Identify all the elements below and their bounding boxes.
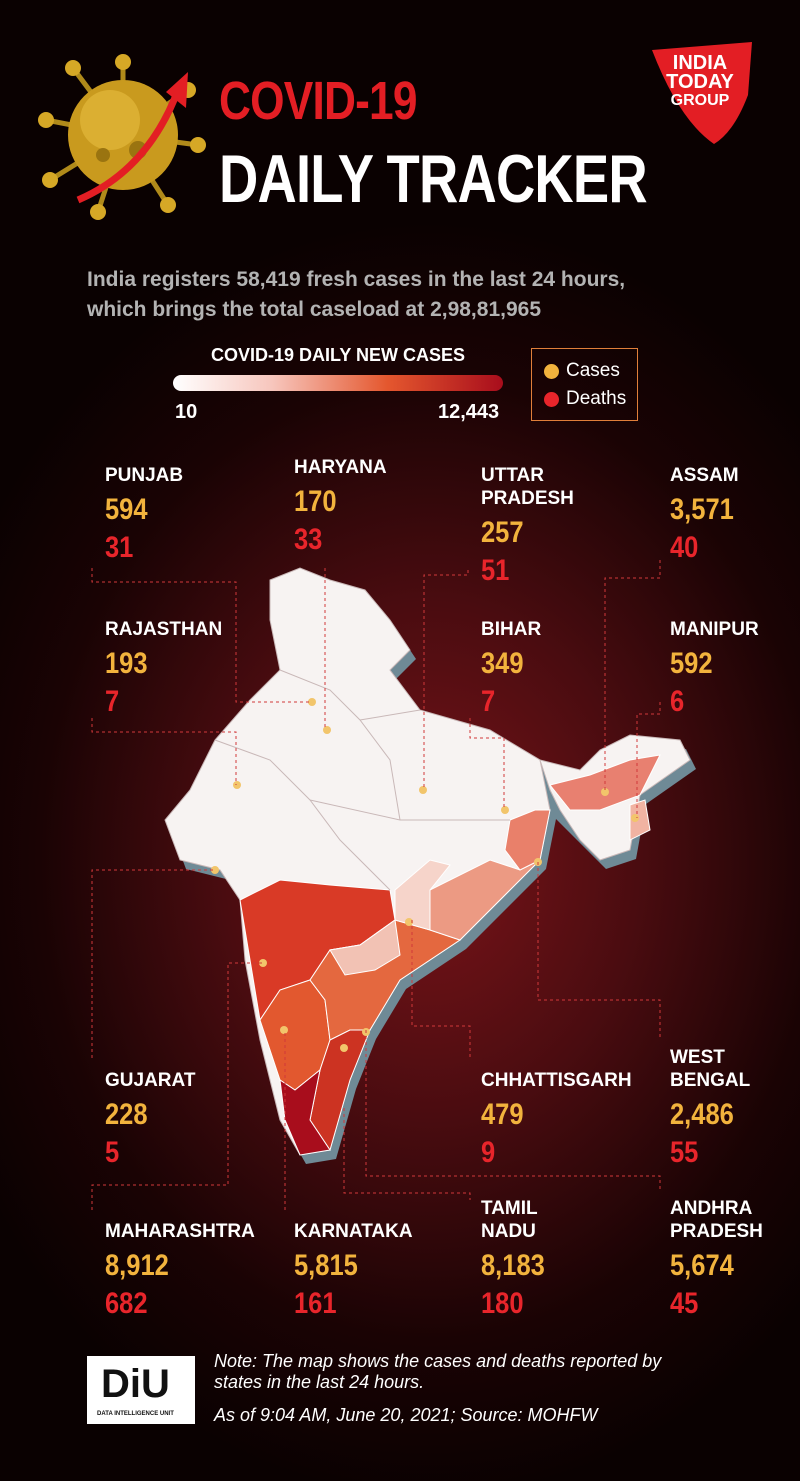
marker-bihar — [501, 806, 509, 814]
legend: Cases Deaths — [531, 348, 638, 421]
footer-source: As of 9:04 AM, June 20, 2021; Source: MO… — [214, 1405, 598, 1425]
state-west-bengal: WEST BENGAL 2,486 55 — [670, 1046, 750, 1170]
map-chhattisgarh — [394, 859, 451, 931]
state-name: UTTAR — [481, 465, 544, 486]
state-deaths: 6 — [670, 685, 685, 718]
state-cases: 594 — [105, 493, 148, 526]
diu-logo-subtitle: DATA INTELLIGENCE UNIT — [97, 1411, 174, 1417]
color-scale-min: 10 — [175, 401, 198, 423]
marker-punjab — [308, 698, 316, 706]
state-cases: 5,815 — [294, 1249, 358, 1282]
state-name: ANDHRA — [670, 1198, 753, 1219]
state-name: WEST — [670, 1047, 725, 1068]
state-name: BENGAL — [670, 1070, 751, 1091]
legend-item-deaths: Deaths — [544, 388, 626, 410]
state-name: HARYANA — [294, 457, 387, 478]
state-deaths: 7 — [105, 685, 120, 718]
marker-maharashtra — [259, 959, 267, 967]
state-deaths: 55 — [670, 1136, 699, 1169]
state-punjab: PUNJAB 594 31 — [105, 464, 183, 565]
state-name: BIHAR — [481, 619, 542, 640]
state-name: TAMIL — [481, 1198, 538, 1219]
state-deaths: 51 — [481, 554, 510, 587]
state-cases: 5,674 — [670, 1249, 734, 1282]
marker-haryana — [323, 726, 331, 734]
state-name: GUJARAT — [105, 1070, 196, 1091]
legend-cases-dot — [544, 363, 559, 379]
state-deaths: 31 — [105, 531, 134, 564]
state-cases: 592 — [670, 647, 713, 680]
marker-tamil-nadu — [340, 1044, 348, 1052]
state-cases: 8,912 — [105, 1249, 169, 1282]
state-cases: 349 — [481, 647, 524, 680]
state-name: NADU — [481, 1221, 536, 1242]
state-deaths: 33 — [294, 523, 323, 556]
state-rajasthan: RAJASTHAN 193 7 — [105, 618, 222, 719]
state-deaths: 161 — [294, 1287, 337, 1320]
marker-assam — [601, 788, 609, 796]
title-daily-tracker: DAILY TRACKER — [219, 141, 648, 217]
legend-deaths-dot — [544, 391, 559, 407]
state-cases: 228 — [105, 1098, 148, 1131]
map-odisha — [429, 859, 541, 941]
state-deaths: 45 — [670, 1287, 699, 1320]
color-scale-max: 12,443 — [438, 401, 500, 423]
state-name: KARNATAKA — [294, 1221, 413, 1242]
marker-manipur — [631, 814, 639, 822]
state-cases: 8,183 — [481, 1249, 545, 1282]
state-name: MANIPUR — [670, 619, 759, 640]
state-maharashtra: MAHARASHTRA 8,912 682 — [105, 1220, 255, 1321]
india-today-logo: INDIA TODAY GROUP — [644, 40, 756, 146]
state-cases: 3,571 — [670, 493, 734, 526]
marker-karnataka — [280, 1026, 288, 1034]
state-cases: 257 — [481, 516, 524, 549]
state-assam: ASSAM 3,571 40 — [670, 464, 745, 565]
state-gujarat: GUJARAT 228 5 — [105, 1069, 195, 1170]
state-name: MAHARASHTRA — [105, 1221, 255, 1242]
state-deaths: 180 — [481, 1287, 524, 1320]
state-cases: 2,486 — [670, 1098, 734, 1131]
marker-uttar-pradesh — [419, 786, 427, 794]
state-bihar: BIHAR 349 7 — [481, 618, 541, 719]
title-covid: COVID-19 — [219, 71, 418, 131]
state-andhra-pradesh: ANDHRA PRADESH 5,674 45 — [670, 1197, 763, 1321]
diu-logo-text: DiU — [101, 1362, 170, 1406]
state-name: PRADESH — [481, 488, 574, 509]
color-scale-bar — [173, 375, 503, 391]
state-tamil-nadu: TAMIL NADU 8,183 180 — [481, 1197, 556, 1321]
subtitle: India registers 58,419 fresh cases in th… — [87, 268, 626, 321]
state-name: PUNJAB — [105, 465, 184, 486]
state-haryana: HARYANA 170 33 — [294, 456, 387, 557]
legend-item-cases: Cases — [544, 360, 620, 382]
marker-gujarat — [211, 866, 219, 874]
map-telangana — [329, 919, 401, 976]
state-name: CHHATTISGARH — [481, 1070, 632, 1091]
footer-note: Note: The map shows the cases and deaths… — [214, 1351, 662, 1392]
state-deaths: 9 — [481, 1136, 496, 1169]
state-deaths: 40 — [670, 531, 699, 564]
state-deaths: 5 — [105, 1136, 120, 1169]
state-name: PRADESH — [670, 1221, 763, 1242]
india-map — [164, 567, 696, 1164]
state-deaths: 7 — [481, 685, 496, 718]
state-cases: 193 — [105, 647, 148, 680]
virus-icon — [38, 54, 206, 220]
state-chhattisgarh: CHHATTISGARH 479 9 — [481, 1069, 632, 1170]
state-deaths: 682 — [105, 1287, 148, 1320]
diu-logo: DiU DATA INTELLIGENCE UNIT — [87, 1356, 195, 1424]
state-name: ASSAM — [670, 465, 739, 486]
marker-rajasthan — [233, 781, 241, 789]
state-cases: 170 — [294, 485, 337, 518]
map-kerala — [279, 1068, 331, 1156]
state-karnataka: KARNATAKA 5,815 161 — [294, 1220, 413, 1321]
map-manipur — [629, 799, 651, 841]
state-cases: 479 — [481, 1098, 524, 1131]
marker-chhattisgarh — [405, 918, 413, 926]
state-uttar-pradesh: UTTAR PRADESH 257 51 — [481, 464, 574, 588]
state-name: RAJASTHAN — [105, 619, 223, 640]
state-manipur: MANIPUR 592 6 — [670, 618, 759, 719]
color-scale-title: COVID-19 DAILY NEW CASES — [210, 345, 466, 365]
